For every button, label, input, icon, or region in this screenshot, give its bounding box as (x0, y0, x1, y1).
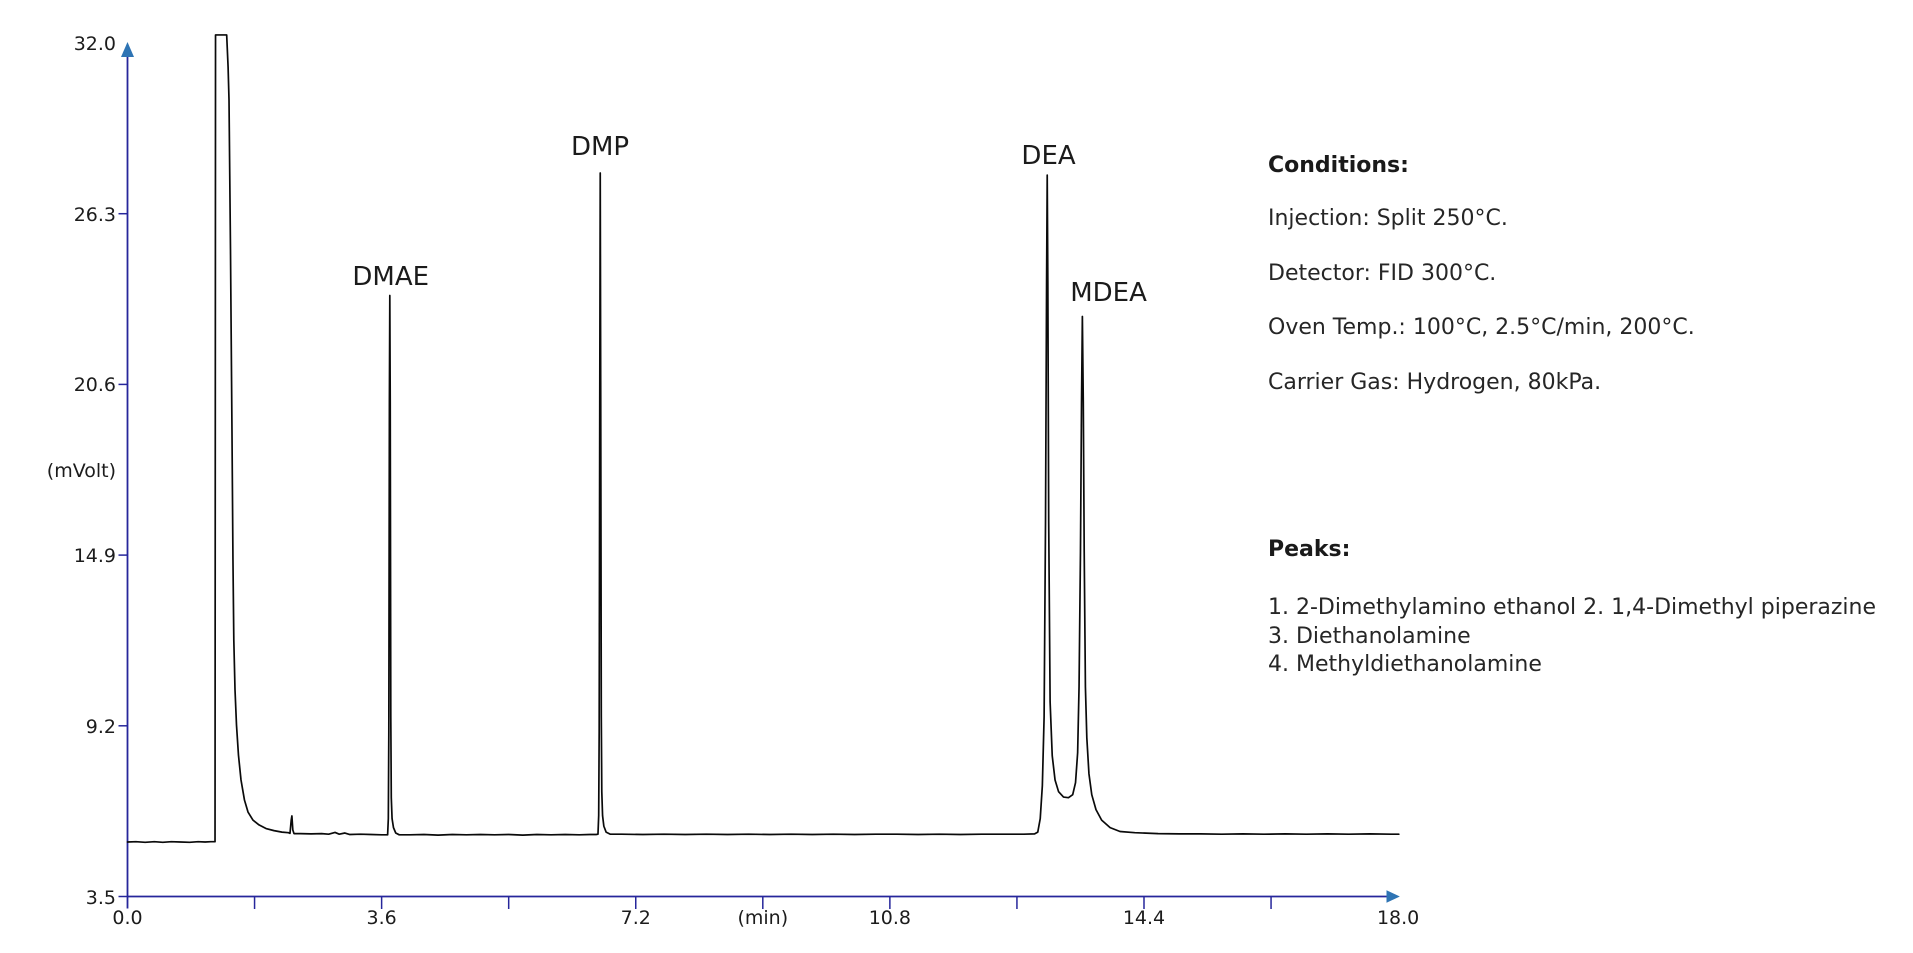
chromatogram-trace (126, 34, 1400, 844)
x-axis-unit-label: (min) (737, 907, 789, 929)
conditions-line: Detector: FID 300°C. (1268, 260, 1497, 286)
y-tick-label: 9.2 (85, 715, 116, 738)
y-tick-label: 3.5 (85, 886, 116, 909)
axis-arrowheads (121, 42, 1400, 903)
peaks-list-line: 1. 2-Dimethylamino ethanol 2. 1,4-Dimeth… (1268, 595, 1877, 620)
x-tick-label: 14.4 (1122, 907, 1166, 929)
y-tick-label: 26.3 (73, 203, 116, 226)
x-tick-label: 3.6 (366, 907, 397, 929)
conditions-heading: Conditions: (1268, 153, 1409, 178)
peak-label-dea: DEA (1021, 140, 1076, 171)
y-axis-unit-label: (mVolt) (46, 459, 116, 482)
conditions-line: Oven Temp.: 100°C, 2.5°C/min, 200°C. (1268, 315, 1695, 341)
peaks-heading: Peaks: (1268, 537, 1351, 562)
axis-lines (126, 55, 1387, 909)
x-tick-label: 7.2 (620, 907, 651, 929)
x-tick-label: 0.0 (112, 907, 143, 929)
peaks-list: 1. 2-Dimethylamino ethanol 2. 1,4-Dimeth… (1268, 594, 1876, 680)
x-axis-arrow-icon (1386, 890, 1400, 903)
conditions-line: Injection: Split 250°C. (1268, 206, 1508, 231)
peak-label-mdea: MDEA (1070, 278, 1147, 309)
peak-label-dmp: DMP (570, 132, 630, 163)
x-tick-label: 18.0 (1376, 907, 1420, 929)
y-tick-label: 20.6 (73, 374, 116, 397)
x-tick-label: 10.8 (868, 907, 912, 929)
conditions-line: Carrier Gas: Hydrogen, 80kPa. (1268, 369, 1602, 395)
y-tick-label: 14.9 (73, 545, 116, 568)
y-tick-label: 32.0 (73, 33, 116, 55)
peak-label-dmae: DMAE (352, 261, 430, 292)
peaks-list-line: 4. Methyldiethanolamine (1268, 652, 1542, 678)
peaks-list-line: 3. Diethanolamine (1268, 623, 1471, 649)
axis-ticks (118, 212, 1272, 909)
y-axis-arrow-icon (121, 42, 134, 57)
